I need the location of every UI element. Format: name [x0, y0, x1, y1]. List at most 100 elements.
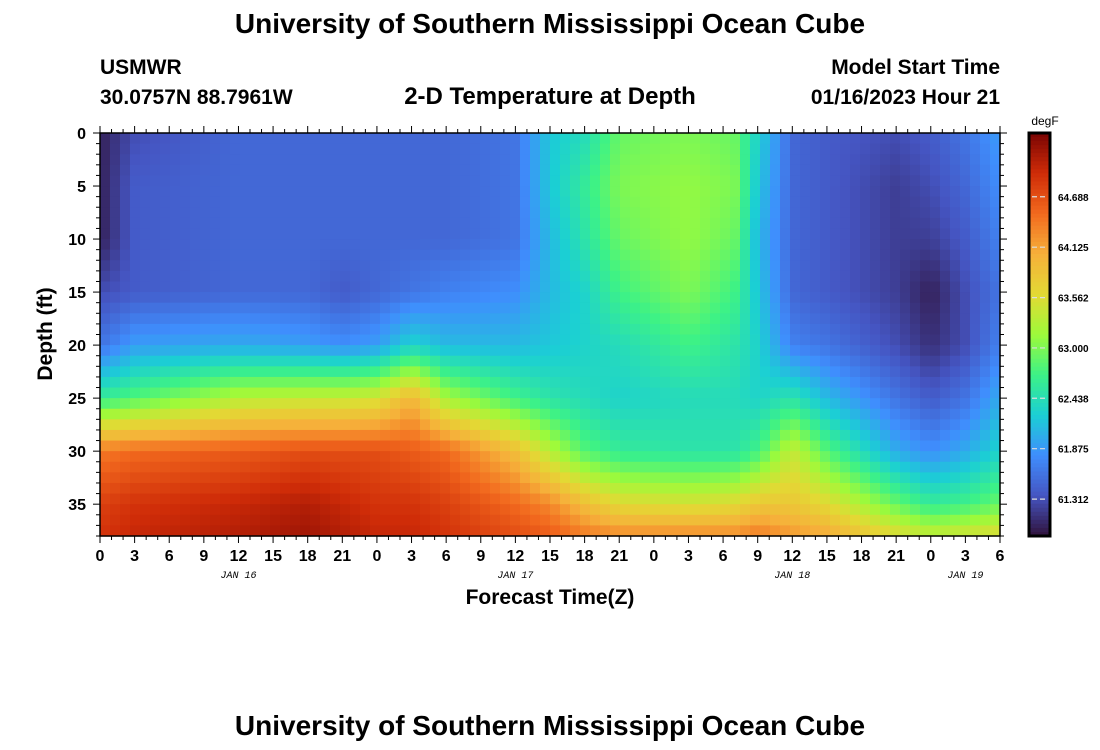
heatmap-cell — [190, 440, 201, 452]
heatmap-cell — [100, 345, 111, 357]
heatmap-cell — [750, 355, 761, 367]
heatmap-cell — [770, 323, 781, 336]
heatmap-cell — [980, 260, 991, 272]
y-tick-label: 35 — [68, 497, 86, 514]
heatmap-cell — [690, 334, 701, 346]
heatmap-cell — [500, 334, 511, 346]
heatmap-cell — [500, 398, 511, 410]
heatmap-cell — [710, 387, 721, 399]
colorbar-swatch — [1029, 431, 1050, 436]
heatmap-cell — [300, 493, 311, 505]
heatmap-cell — [230, 482, 241, 495]
heatmap-cell — [280, 408, 291, 420]
heatmap-cell — [920, 345, 931, 357]
heatmap-cell — [330, 345, 341, 357]
heatmap-cell — [340, 334, 351, 346]
heatmap-cell — [930, 419, 941, 431]
heatmap-cell — [990, 143, 1001, 155]
heatmap-cell — [310, 482, 321, 495]
heatmap-cell — [380, 429, 391, 442]
x-tick-label: 12 — [783, 548, 801, 565]
heatmap-cell — [330, 493, 341, 505]
heatmap-cell — [570, 239, 581, 251]
heatmap-cell — [350, 154, 361, 166]
heatmap-cell — [710, 451, 721, 463]
heatmap-cell — [490, 493, 501, 505]
heatmap-cell — [490, 461, 501, 473]
heatmap-cell — [570, 302, 581, 314]
heatmap-cell — [230, 154, 241, 166]
heatmap-cell — [550, 154, 561, 166]
heatmap-cell — [250, 408, 261, 420]
heatmap-cell — [180, 281, 191, 293]
heatmap-cell — [970, 366, 981, 378]
heatmap-cell — [170, 472, 181, 484]
colorbar-swatch — [1029, 282, 1050, 287]
heatmap-cell — [260, 408, 271, 420]
heatmap-cell — [970, 334, 981, 346]
heatmap-cell — [970, 408, 981, 420]
heatmap-cell — [590, 133, 601, 145]
heatmap-cell — [460, 366, 471, 378]
heatmap-cell — [680, 472, 691, 484]
heatmap-cell — [180, 440, 191, 452]
x-tick-label: 6 — [719, 548, 728, 565]
heatmap-cell — [280, 493, 291, 505]
heatmap-cell — [660, 143, 671, 155]
heatmap-cell — [490, 366, 501, 378]
heatmap-cell — [570, 270, 581, 283]
heatmap-cell — [240, 419, 251, 431]
heatmap-cell — [740, 376, 751, 389]
heatmap-cell — [830, 440, 841, 452]
heatmap-cell — [610, 514, 621, 526]
heatmap-cell — [390, 196, 401, 208]
heatmap-cell — [530, 260, 541, 272]
heatmap-cell — [750, 366, 761, 378]
heatmap-cell — [340, 249, 351, 261]
heatmap-cell — [680, 196, 691, 208]
heatmap-cell — [990, 504, 1001, 516]
heatmap-cell — [190, 270, 201, 283]
heatmap-cell — [910, 228, 921, 240]
heatmap-cell — [350, 408, 361, 420]
heatmap-cell — [610, 387, 621, 399]
heatmap-cell — [470, 228, 481, 240]
heatmap-cell — [130, 345, 141, 357]
heatmap-cell — [990, 355, 1001, 367]
heatmap-cell — [340, 164, 351, 177]
heatmap-cell — [510, 376, 521, 389]
heatmap-cell — [650, 504, 661, 516]
heatmap-cell — [820, 387, 831, 399]
heatmap-cell — [110, 175, 121, 187]
heatmap-cell — [600, 186, 611, 198]
heatmap-cell — [900, 419, 911, 431]
heatmap-cell — [490, 376, 501, 389]
heatmap-cell — [180, 239, 191, 251]
heatmap-cell — [520, 419, 531, 431]
heatmap-cell — [110, 302, 121, 314]
heatmap-cell — [730, 228, 741, 240]
heatmap-cell — [260, 504, 271, 516]
heatmap-cell — [520, 313, 531, 325]
heatmap-cell — [850, 355, 861, 367]
heatmap-cell — [630, 514, 641, 526]
heatmap-cell — [320, 366, 331, 378]
heatmap-cell — [750, 398, 761, 410]
heatmap-cell — [270, 376, 281, 389]
heatmap-cell — [210, 451, 221, 463]
heatmap-cell — [800, 461, 811, 473]
heatmap-cell — [460, 482, 471, 495]
heatmap-cell — [470, 514, 481, 526]
heatmap-cell — [460, 514, 471, 526]
heatmap-cell — [190, 334, 201, 346]
heatmap-cell — [310, 228, 321, 240]
heatmap-cell — [440, 228, 451, 240]
heatmap-cell — [990, 419, 1001, 431]
heatmap-cell — [370, 133, 381, 145]
heatmap-cell — [620, 186, 631, 198]
heatmap-cell — [690, 164, 701, 177]
heatmap-cell — [300, 419, 311, 431]
heatmap-cell — [210, 313, 221, 325]
heatmap-cell — [800, 143, 811, 155]
heatmap-cell — [330, 217, 341, 230]
